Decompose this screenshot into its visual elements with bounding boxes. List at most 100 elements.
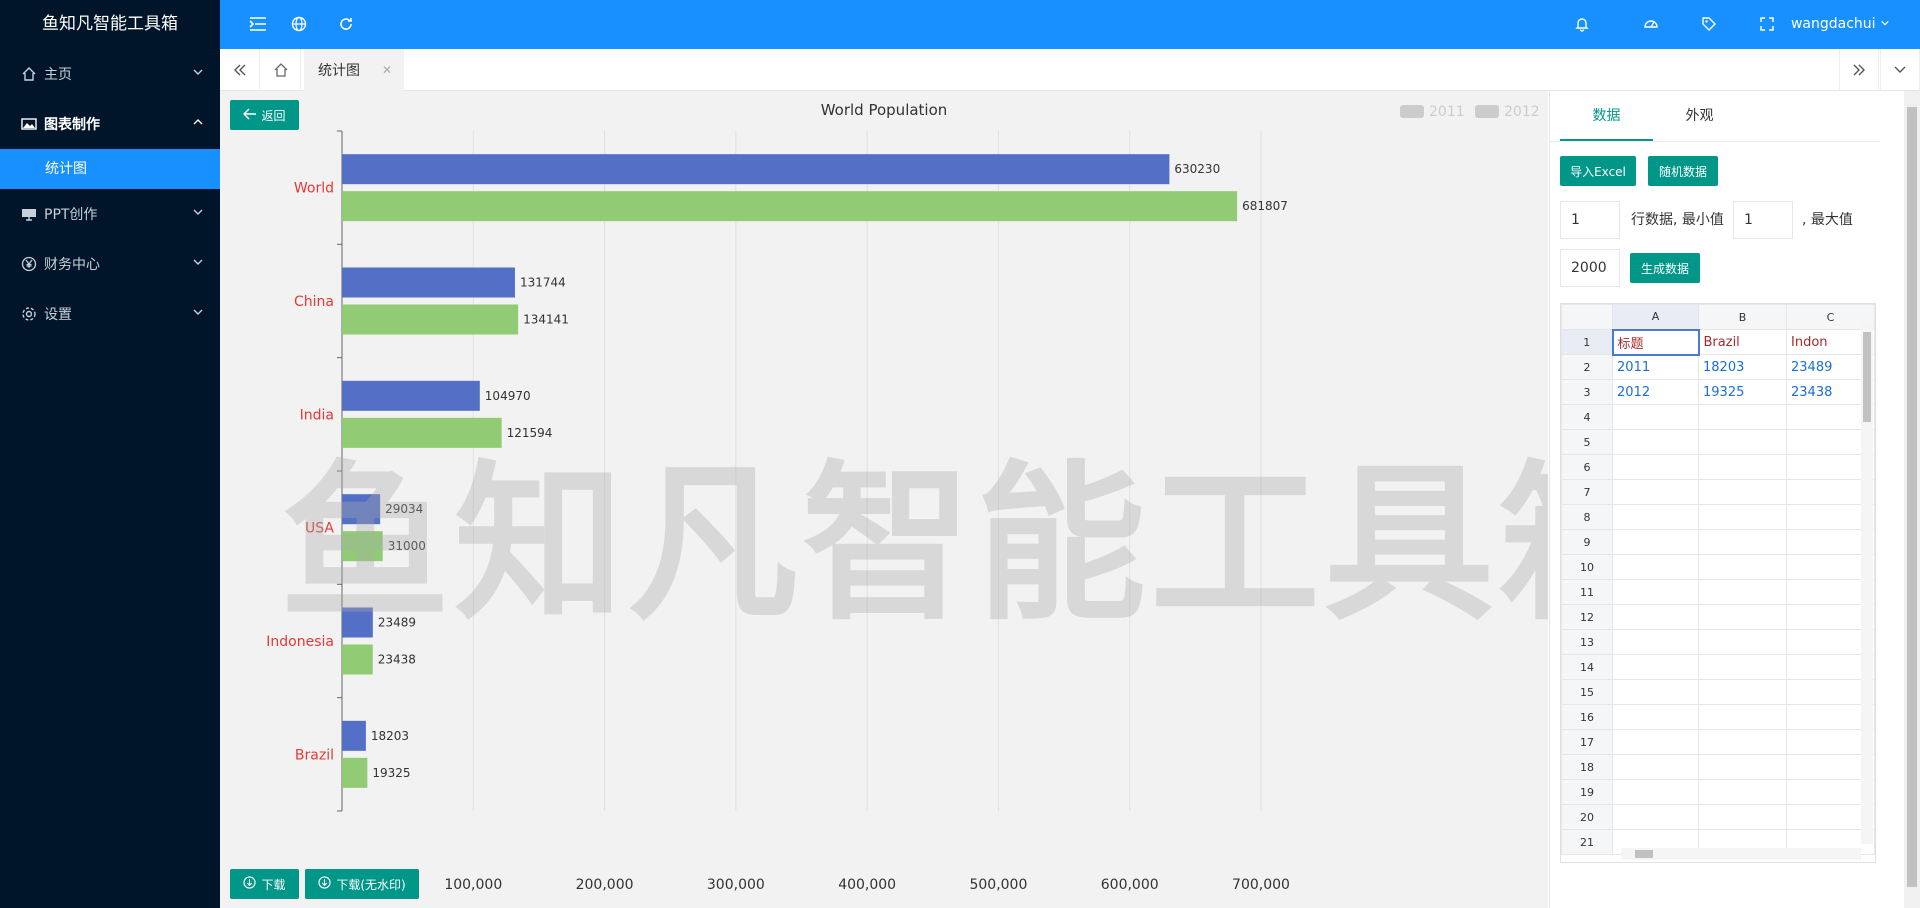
refresh-icon[interactable]: [335, 13, 357, 35]
row-header[interactable]: 5: [1561, 429, 1614, 455]
cell[interactable]: [1786, 804, 1875, 830]
vertical-scrollbar[interactable]: [1861, 322, 1873, 844]
cell[interactable]: [1612, 529, 1700, 555]
row-header[interactable]: 14: [1561, 654, 1614, 680]
download-no-watermark-button[interactable]: 下载(无水印): [305, 869, 419, 899]
fullscreen-icon[interactable]: [1756, 13, 1778, 35]
row-header[interactable]: 8: [1561, 504, 1614, 530]
row-header[interactable]: 7: [1561, 479, 1614, 505]
row-header[interactable]: 19: [1561, 779, 1614, 805]
close-icon[interactable]: ✕: [381, 63, 392, 77]
cell[interactable]: [1698, 579, 1787, 605]
cell[interactable]: [1612, 679, 1700, 705]
cell[interactable]: [1698, 779, 1787, 805]
tabs-menu-chevron-down-icon[interactable]: [1880, 49, 1920, 91]
rows-input[interactable]: 1: [1560, 201, 1620, 239]
row-header[interactable]: 13: [1561, 629, 1614, 655]
corner-cell[interactable]: [1561, 304, 1614, 330]
tab-appearance[interactable]: 外观: [1685, 108, 1714, 124]
cell[interactable]: [1612, 604, 1700, 630]
sidebar-subitem-statistics[interactable]: 统计图: [0, 149, 220, 189]
cell[interactable]: [1786, 779, 1875, 805]
cell[interactable]: [1698, 454, 1787, 480]
back-button[interactable]: 返回: [230, 100, 299, 130]
cell[interactable]: [1698, 504, 1787, 530]
cell[interactable]: 23489: [1786, 354, 1875, 380]
cell[interactable]: [1786, 429, 1875, 455]
cell[interactable]: [1786, 504, 1875, 530]
user-menu[interactable]: wangdachui: [1791, 0, 1890, 49]
row-header[interactable]: 1: [1561, 329, 1614, 355]
sidebar-item-settings[interactable]: 设置: [0, 289, 220, 339]
cell[interactable]: [1612, 404, 1700, 430]
row-header[interactable]: 4: [1561, 404, 1614, 430]
row-header[interactable]: 2: [1561, 354, 1614, 380]
cell[interactable]: [1612, 579, 1700, 605]
cell[interactable]: [1786, 754, 1875, 780]
tabs-scroll-right-icon[interactable]: [1839, 49, 1879, 91]
cell[interactable]: [1698, 654, 1787, 680]
horizontal-scrollbar[interactable]: [1621, 848, 1861, 860]
sidebar-item-home[interactable]: 主页: [0, 49, 220, 99]
cell[interactable]: [1786, 604, 1875, 630]
max-input[interactable]: 2000: [1560, 249, 1620, 287]
sidebar-item-ppt[interactable]: PPT创作: [0, 189, 220, 239]
cell[interactable]: 2012: [1612, 379, 1700, 405]
cell[interactable]: [1698, 429, 1787, 455]
cell[interactable]: [1786, 529, 1875, 555]
cell[interactable]: [1698, 629, 1787, 655]
tab-statistics[interactable]: 统计图 ✕: [304, 49, 404, 91]
row-header[interactable]: 9: [1561, 529, 1614, 555]
cell[interactable]: 23438: [1786, 379, 1875, 405]
menu-fold-icon[interactable]: [247, 13, 269, 35]
download-button[interactable]: 下载: [230, 869, 299, 899]
cell[interactable]: [1612, 754, 1700, 780]
row-header[interactable]: 12: [1561, 604, 1614, 630]
cell[interactable]: 18203: [1698, 354, 1787, 380]
cell[interactable]: [1698, 679, 1787, 705]
cell[interactable]: [1698, 554, 1787, 580]
sidebar-item-charts[interactable]: 图表制作: [0, 99, 220, 149]
spreadsheet[interactable]: A B C 1 标题 Brazil Indon 2 2011 18203 23489 3 2012 193…: [1560, 303, 1876, 863]
cell[interactable]: 标题: [1611, 328, 1700, 356]
scroll-thumb[interactable]: [1907, 107, 1917, 887]
row-header[interactable]: 15: [1561, 679, 1614, 705]
cell[interactable]: [1612, 429, 1700, 455]
row-header[interactable]: 17: [1561, 729, 1614, 755]
cell[interactable]: [1612, 504, 1700, 530]
cell[interactable]: [1612, 729, 1700, 755]
cell[interactable]: [1612, 654, 1700, 680]
tag-icon[interactable]: [1698, 13, 1720, 35]
row-header[interactable]: 16: [1561, 704, 1614, 730]
row-header[interactable]: 6: [1561, 454, 1614, 480]
cell[interactable]: [1612, 554, 1700, 580]
cell[interactable]: [1698, 529, 1787, 555]
cell[interactable]: [1698, 754, 1787, 780]
cell[interactable]: 2011: [1612, 354, 1700, 380]
cell[interactable]: Brazil: [1698, 329, 1787, 355]
random-data-button[interactable]: 随机数据: [1648, 156, 1718, 186]
cell[interactable]: [1786, 554, 1875, 580]
row-header[interactable]: 3: [1561, 379, 1614, 405]
page-scrollbar[interactable]: [1904, 91, 1920, 908]
cell[interactable]: [1612, 629, 1700, 655]
home-tab-icon[interactable]: [261, 49, 301, 91]
bell-icon[interactable]: [1571, 13, 1593, 35]
globe-icon[interactable]: [288, 13, 310, 35]
sidebar-item-finance[interactable]: 财务中心: [0, 239, 220, 289]
import-excel-button[interactable]: 导入Excel: [1560, 156, 1636, 186]
tabs-scroll-left-icon[interactable]: [220, 49, 260, 91]
cell[interactable]: [1612, 479, 1700, 505]
row-header[interactable]: 10: [1561, 554, 1614, 580]
cell[interactable]: [1786, 629, 1875, 655]
cell[interactable]: [1786, 654, 1875, 680]
column-header[interactable]: A: [1612, 304, 1700, 330]
min-input[interactable]: 1: [1733, 201, 1793, 239]
cell[interactable]: Indon: [1786, 329, 1875, 355]
cell[interactable]: [1786, 404, 1875, 430]
cell[interactable]: [1698, 604, 1787, 630]
cell[interactable]: [1612, 779, 1700, 805]
cell[interactable]: [1698, 804, 1787, 830]
column-header[interactable]: B: [1698, 304, 1787, 330]
cell[interactable]: [1698, 729, 1787, 755]
